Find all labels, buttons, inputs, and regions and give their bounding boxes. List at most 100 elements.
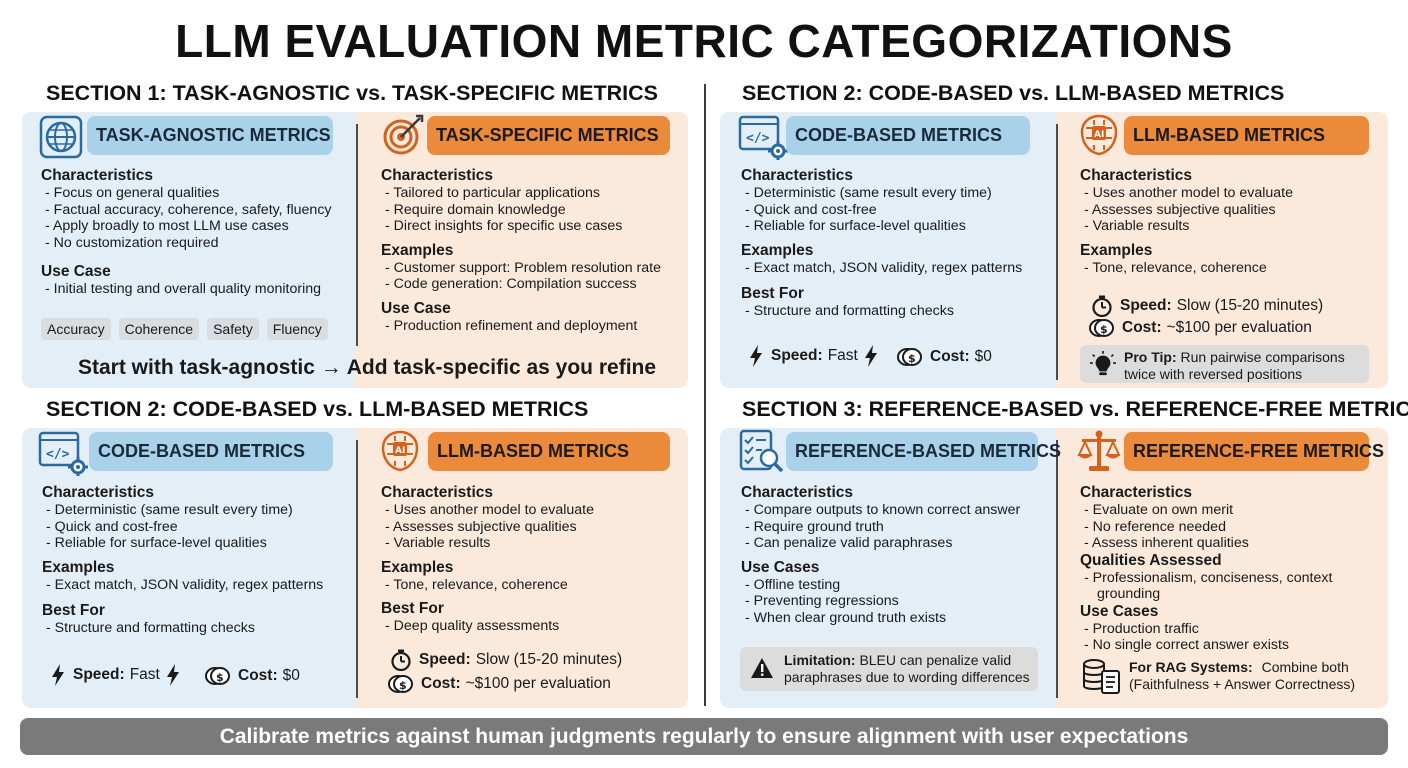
- target-icon: [380, 112, 426, 158]
- list-item: - Tone, relevance, coherence: [385, 576, 568, 593]
- list-item: - Production traffic: [1084, 620, 1199, 637]
- timer-icon: [1091, 295, 1113, 317]
- rag-text: Combine both: [1261, 659, 1349, 675]
- speed-label: Speed:: [1120, 297, 1172, 314]
- list-item: - No single correct answer exists: [1084, 637, 1289, 653]
- tip-label: Pro Tip:: [1124, 349, 1177, 365]
- use-case-heading: Use Case: [381, 299, 451, 317]
- limitation-box: Limitation: BLEU can penalize valid para…: [740, 647, 1038, 691]
- section1-title: SECTION 1: TASK-AGNOSTIC vs. TASK-SPECIF…: [46, 81, 658, 105]
- list-item: - When clear ground truth exists: [745, 609, 947, 626]
- characteristics-heading: Characteristics: [1080, 484, 1193, 501]
- list-item: - Deterministic (same result every time): [745, 185, 992, 201]
- list-item: - Assesses subjective qualities: [1084, 201, 1276, 218]
- speed-stat: Speed: Slow (15-20 minutes): [390, 649, 622, 671]
- list-item: - Tailored to particular applications: [385, 185, 601, 201]
- pro-tip-box: Pro Tip: Run pairwise comparisons twice …: [1080, 345, 1369, 383]
- list-item: - Offline testing: [745, 576, 841, 593]
- list-item: - Preventing regressions: [745, 593, 899, 609]
- list-item: - Structure and formatting checks: [46, 620, 255, 636]
- characteristics-heading: Characteristics: [1080, 167, 1193, 184]
- lightning-icon: [165, 664, 181, 686]
- globe-icon: [38, 114, 84, 160]
- reference-based-details: Characteristics - Compare outputs to kno…: [741, 484, 1020, 626]
- metric-chips: Accuracy Coherence Safety Fluency: [41, 318, 328, 340]
- list-item: - Deterministic (same result every time): [46, 502, 293, 518]
- list-item: - Evaluate on own merit: [1084, 502, 1234, 518]
- use-cases-heading: Use Cases: [1080, 602, 1159, 620]
- llm-based-label: LLM-BASED METRICS: [428, 432, 670, 471]
- page-title: LLM EVALUATION METRIC CATEGORIZATIONS: [175, 15, 1233, 67]
- list-item: - Require ground truth: [745, 518, 884, 535]
- reference-free-label: REFERENCE-FREE METRICS: [1124, 432, 1384, 471]
- list-item: - Direct insights for specific use cases: [385, 218, 623, 234]
- cost-label: Cost:: [238, 667, 278, 684]
- section1-tagline: Start with task-agnostic → Add task-spec…: [78, 356, 657, 379]
- rag-text-2: (Faithfulness + Answer Correctness): [1129, 675, 1356, 692]
- characteristics-heading: Characteristics: [381, 167, 494, 184]
- section3-title: SECTION 3: REFERENCE-BASED vs. REFERENCE…: [742, 397, 1408, 421]
- llm-based-details: Characteristics - Uses another model to …: [1080, 167, 1293, 276]
- lightning-icon: [50, 664, 66, 686]
- list-item: - Variable results: [385, 535, 491, 551]
- best-for-heading: Best For: [741, 285, 804, 302]
- checklist-magnifier-icon: [738, 428, 784, 474]
- cost-stat: Cost: ~$100 per evaluation: [388, 674, 611, 694]
- list-item: - Uses another model to evaluate: [1084, 185, 1293, 201]
- center-divider: [704, 84, 706, 706]
- coins-icon: [205, 666, 231, 686]
- cost-stat: Cost: ~$100 per evaluation: [1089, 318, 1312, 338]
- task-agnostic-details: Characteristics - Focus on general quali…: [41, 167, 332, 298]
- list-item: - Can penalize valid paraphrases: [745, 535, 953, 551]
- list-item: - Structure and formatting checks: [745, 303, 954, 319]
- list-item-continuation: grounding: [1097, 586, 1161, 602]
- list-item: - Deep quality assessments: [385, 618, 560, 634]
- chip-coherence: Coherence: [118, 318, 200, 340]
- list-item: - Compare outputs to known correct answe…: [745, 502, 1021, 518]
- examples-heading: Examples: [381, 241, 454, 259]
- characteristics-heading: Characteristics: [741, 167, 854, 184]
- code-based-label: CODE-BASED METRICS: [89, 432, 333, 471]
- list-item: - No reference needed: [1084, 518, 1226, 535]
- cost-value: $0: [282, 667, 300, 684]
- speed-value: Slow (15-20 minutes): [1176, 297, 1324, 314]
- rag-note: For RAG Systems: Combine both (Faithfuln…: [1082, 659, 1355, 695]
- section2a-title: SECTION 2: CODE-BASED vs. LLM-BASED METR…: [742, 81, 1285, 105]
- list-item: - Exact match, JSON validity, regex patt…: [745, 259, 1023, 276]
- coins-icon: [897, 347, 923, 367]
- use-case-heading: Use Case: [41, 263, 111, 280]
- cost-value: ~$100 per evaluation: [1166, 319, 1312, 336]
- characteristics-heading: Characteristics: [741, 484, 854, 501]
- lightning-icon: [748, 345, 764, 367]
- ai-brain-icon: [1076, 112, 1122, 158]
- examples-heading: Examples: [1080, 241, 1153, 259]
- code-gear-icon: [738, 114, 788, 160]
- tip-text: Run pairwise comparisons: [1180, 349, 1345, 365]
- list-item: - Uses another model to evaluate: [385, 502, 594, 518]
- list-item: - Assesses subjective qualities: [385, 518, 577, 535]
- warning-icon: [750, 657, 774, 679]
- task-specific-label: TASK-SPECIFIC METRICS: [427, 116, 670, 155]
- list-item: - Factual accuracy, coherence, safety, f…: [45, 201, 332, 218]
- llm-based-details: Characteristics - Uses another model to …: [381, 484, 594, 635]
- cost-label: Cost:: [930, 348, 970, 365]
- list-item: - Quick and cost-free: [46, 518, 178, 535]
- lightbulb-icon: [1090, 351, 1116, 377]
- list-item: - Quick and cost-free: [745, 201, 877, 218]
- chip-safety: Safety: [207, 318, 259, 340]
- characteristics-heading: Characteristics: [381, 484, 494, 501]
- list-item: - Focus on general qualities: [45, 185, 220, 201]
- cost-stat: Cost: $0: [897, 347, 992, 367]
- limitation-text-2: paraphrases due to wording differences: [784, 668, 1030, 685]
- cost-stat: Cost: $0: [205, 666, 300, 686]
- code-gear-icon: [38, 430, 88, 476]
- best-for-heading: Best For: [381, 600, 444, 617]
- cost-label: Cost:: [421, 675, 461, 692]
- code-based-details: Characteristics - Deterministic (same re…: [741, 167, 1022, 320]
- speed-value: Fast: [129, 666, 160, 683]
- coins-icon: [1089, 318, 1115, 338]
- list-item: - Reliable for surface-level qualities: [46, 535, 267, 551]
- coins-icon: [388, 674, 414, 694]
- task-agnostic-label: TASK-AGNOSTIC METRICS: [87, 116, 333, 155]
- cost-value: ~$100 per evaluation: [465, 675, 611, 692]
